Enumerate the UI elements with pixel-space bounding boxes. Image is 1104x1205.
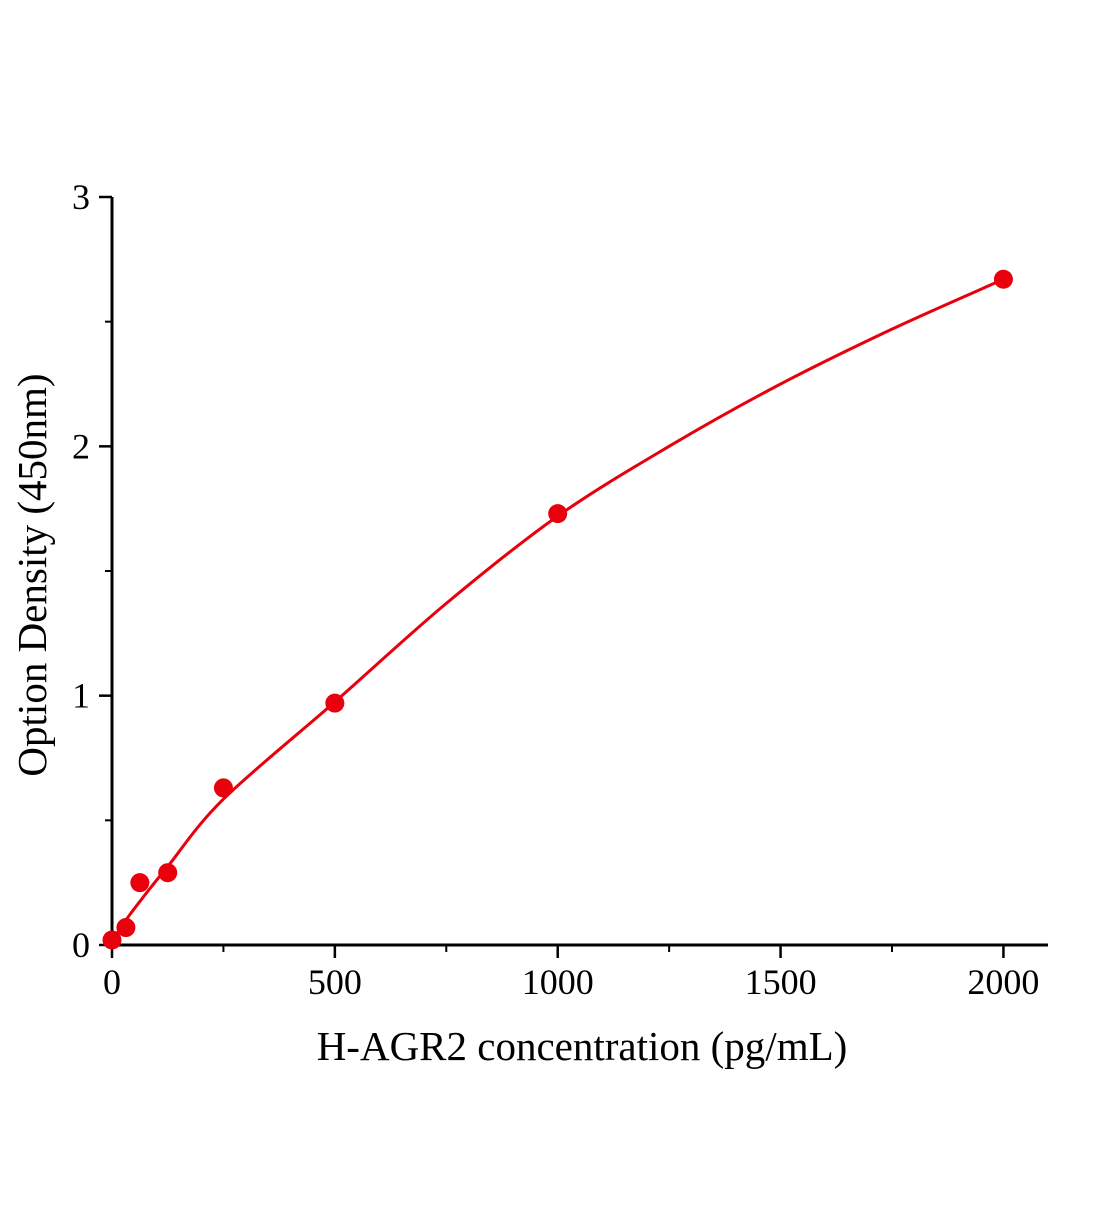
- plot-area: 0 500 1000 1500 2000 0 1 2 3: [72, 177, 1048, 1002]
- fit-line: [110, 277, 1005, 943]
- x-tick-label: 1500: [745, 962, 817, 1002]
- data-point: [102, 930, 122, 950]
- data-point: [116, 918, 136, 938]
- y-tick-label: 2: [72, 426, 90, 466]
- data-point: [548, 504, 568, 524]
- data-point: [325, 693, 345, 713]
- data-point: [158, 863, 178, 883]
- data-point: [213, 778, 233, 798]
- x-tick-label: 500: [308, 962, 362, 1002]
- x-tick-label: 0: [103, 962, 121, 1002]
- x-tick-label: 1000: [522, 962, 594, 1002]
- data-point: [130, 873, 150, 893]
- x-tick-label: 2000: [967, 962, 1039, 1002]
- x-axis-title: H-AGR2 concentration (pg/mL): [317, 1023, 848, 1069]
- y-axis-title: Option Density (450nm): [9, 373, 55, 776]
- y-tick-label: 1: [72, 676, 90, 716]
- y-tick-label: 3: [72, 177, 90, 217]
- y-tick-label: 0: [72, 925, 90, 965]
- data-point: [993, 269, 1013, 289]
